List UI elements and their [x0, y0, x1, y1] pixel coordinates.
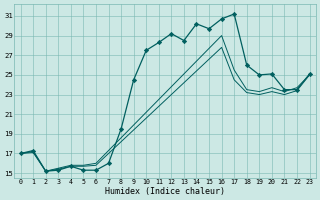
X-axis label: Humidex (Indice chaleur): Humidex (Indice chaleur): [105, 187, 225, 196]
